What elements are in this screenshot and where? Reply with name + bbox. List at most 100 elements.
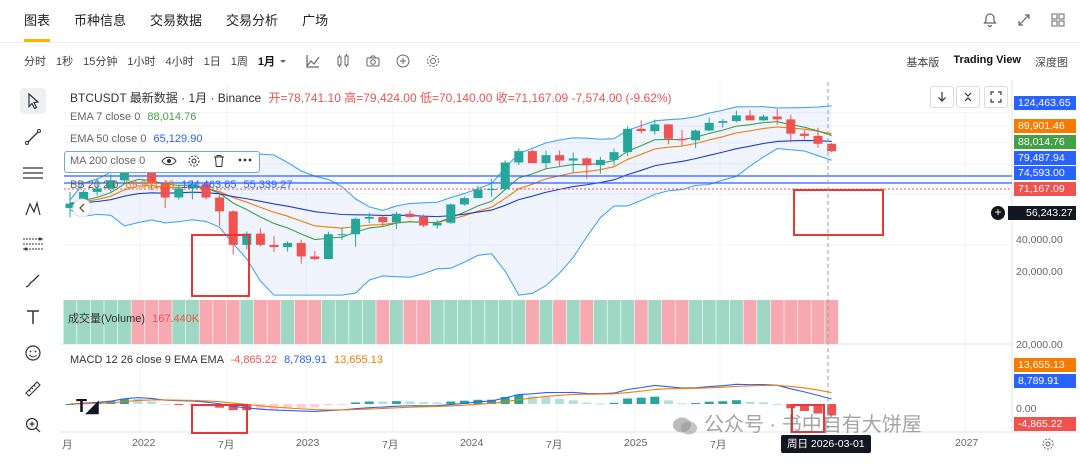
maximize-button[interactable]: [984, 86, 1008, 108]
volume-bar: [240, 300, 254, 344]
macd-hist-bar: [786, 404, 796, 409]
tf-1mo[interactable]: 1月: [257, 56, 275, 68]
volume-bar: [226, 300, 240, 344]
volume-bar: [634, 300, 648, 344]
volume-bar: [104, 300, 118, 344]
highlight-box-macd-2026: [791, 404, 825, 433]
volume-bar: [648, 300, 662, 344]
scroll-down-button[interactable]: [930, 86, 954, 108]
volume-bar: [362, 300, 376, 344]
candle-body: [636, 128, 646, 132]
macd-line: [69, 383, 832, 412]
time-label-5: 2024: [460, 437, 484, 449]
candle-body: [691, 130, 701, 141]
highlight-box-2022: [191, 234, 250, 297]
tab-chart[interactable]: 图表: [24, 0, 51, 42]
time-label-1: 2022: [132, 437, 156, 449]
macd-hist-bar: [759, 402, 769, 404]
pattern-icon[interactable]: [20, 196, 46, 222]
settings-icon[interactable]: [425, 53, 441, 69]
tf-1w[interactable]: 1周: [230, 56, 248, 68]
settings-gear-icon[interactable]: [1041, 437, 1055, 456]
candle-body: [745, 115, 755, 121]
crosshair-time-label: 周日 2026-03-01: [781, 435, 871, 453]
macd-signal-line: [69, 384, 832, 411]
brush-icon[interactable]: [20, 268, 46, 294]
add-icon[interactable]: [395, 53, 411, 69]
tf-1d[interactable]: 1日: [203, 56, 221, 68]
macd-hist-bar: [405, 401, 415, 404]
bb-mid-value: 89,901.46: [125, 179, 175, 191]
tf-1s[interactable]: 1秒: [56, 56, 74, 68]
volume-bar: [457, 300, 471, 344]
macd-hist-bar: [459, 400, 469, 404]
view-depth[interactable]: 深度图: [1035, 57, 1068, 69]
collapse-button[interactable]: [956, 86, 980, 108]
view-tradingview[interactable]: Trading View: [953, 54, 1021, 66]
more-icon[interactable]: [237, 153, 253, 172]
caret-down-icon[interactable]: [279, 53, 287, 69]
expand-icon[interactable]: [1016, 12, 1032, 28]
text-icon[interactable]: [20, 304, 46, 330]
indicator-icon[interactable]: [305, 53, 321, 69]
ruler-icon[interactable]: [20, 376, 46, 402]
volume-bar: [213, 300, 227, 344]
price-badge-bb-mid: 89,901.46: [1014, 119, 1076, 133]
macd-hist-bar: [541, 396, 551, 404]
tab-trade-analysis[interactable]: 交易分析: [226, 13, 279, 28]
add-alert-icon[interactable]: +: [991, 206, 1005, 220]
candle-body: [337, 234, 347, 236]
volume-bar: [90, 300, 104, 344]
tf-1h[interactable]: 1小时: [127, 56, 156, 68]
trendline-icon[interactable]: [20, 124, 46, 150]
macd-hist-bar: [772, 403, 782, 405]
candle-body: [106, 180, 116, 189]
volume-value: 167.440K: [152, 313, 200, 325]
candle-body: [228, 211, 238, 245]
layout-icon[interactable]: [1050, 12, 1066, 28]
macd-hist-bar: [568, 400, 578, 404]
gear-icon[interactable]: [187, 154, 201, 173]
camera-icon[interactable]: [365, 53, 381, 69]
volume-bar: [553, 300, 567, 344]
price-axis-40000: 40,000.00: [1016, 234, 1063, 246]
fib-icon[interactable]: [20, 232, 46, 258]
zoom-icon[interactable]: [20, 412, 46, 438]
candle-body: [541, 155, 551, 164]
macd-hist-bar: [310, 404, 320, 408]
cursor-icon[interactable]: [20, 88, 46, 114]
horizontal-lines-icon[interactable]: [20, 160, 46, 186]
highlight-box-2026: [793, 189, 884, 236]
candle-body: [527, 151, 537, 164]
candle-body: [595, 159, 605, 166]
volume-bar: [784, 300, 798, 344]
candle-type-icon[interactable]: [335, 53, 351, 69]
macd-hist-bar: [174, 404, 184, 406]
trash-icon[interactable]: [212, 154, 226, 173]
candle-body: [160, 183, 170, 198]
macd-hist-bar: [351, 402, 361, 404]
wechat-icon: [672, 416, 698, 436]
macd-hist-bar: [147, 401, 157, 404]
bb-lower-line: [69, 148, 832, 296]
bell-icon[interactable]: [982, 12, 998, 28]
tf-15m[interactable]: 15分钟: [83, 56, 118, 68]
tf-tick[interactable]: 分时: [24, 56, 46, 68]
macd-badge-signal: 13,655.13: [1014, 358, 1076, 372]
tab-coin-info[interactable]: 币种信息: [74, 13, 127, 28]
volume-label: 成交量(Volume): [68, 313, 146, 325]
macd-hist-bar: [391, 401, 401, 404]
tab-square[interactable]: 广场: [302, 13, 329, 28]
emoji-icon[interactable]: [20, 340, 46, 366]
macd-hist-bar: [704, 401, 714, 404]
tf-4h[interactable]: 4小时: [165, 56, 194, 68]
macd-hist-bar: [650, 396, 660, 404]
eye-icon[interactable]: [161, 154, 177, 173]
volume-bar: [267, 300, 281, 344]
candle-body: [487, 189, 497, 191]
view-basic[interactable]: 基本版: [906, 57, 940, 69]
volume-bar: [702, 300, 716, 344]
tab-trade-data[interactable]: 交易数据: [150, 13, 203, 28]
ma200-legend[interactable]: MA 200 close 0: [64, 151, 260, 173]
